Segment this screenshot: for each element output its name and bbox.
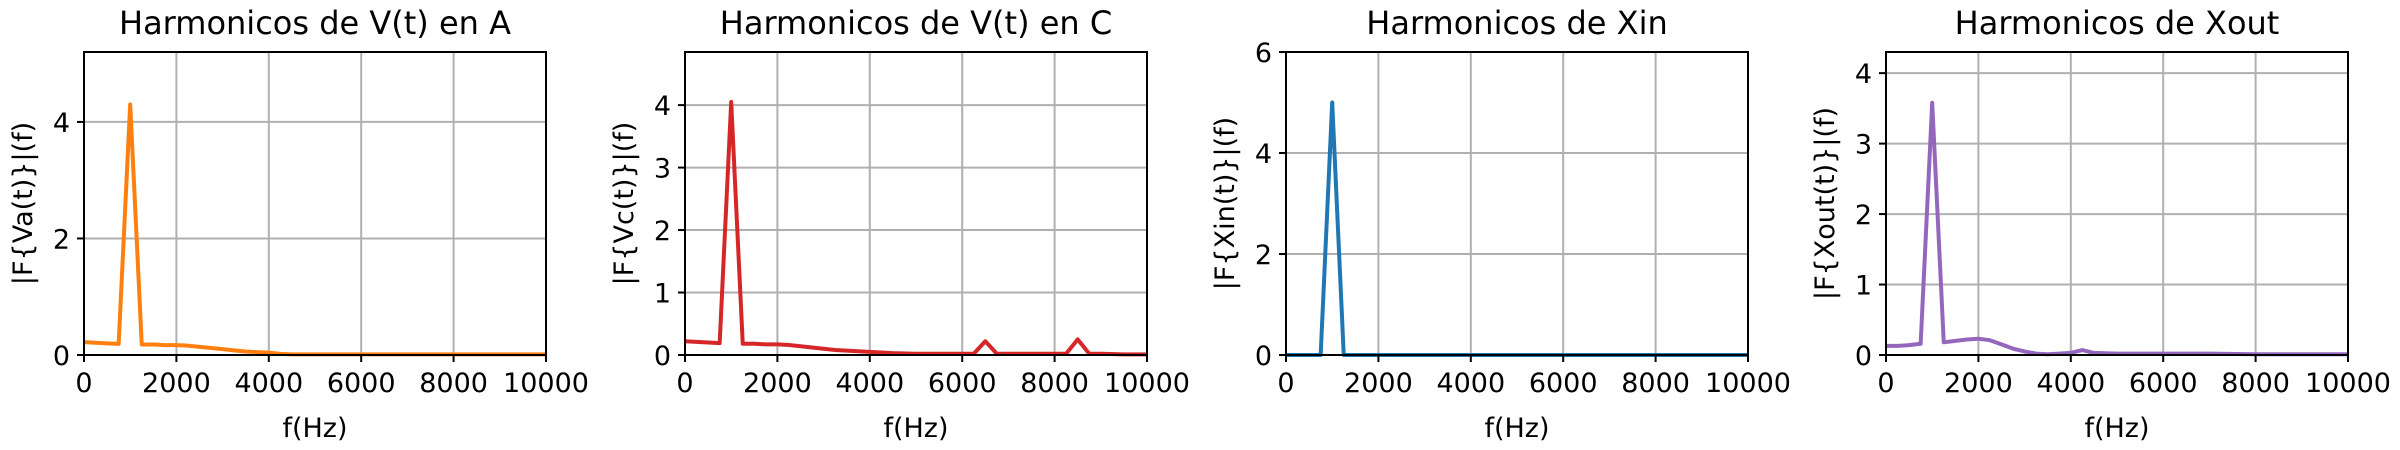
chart-panel-2: 0 2000 4000 6000 8000 10000 0 1 2 3 4 Harmonicos de… — [609, 4, 1190, 444]
chart-panel-1: 0 2000 4000 6000 8000 10000 0 2 4 Harmonicos de V… — [8, 4, 589, 444]
x-tick-label: 10000 — [2305, 368, 2391, 399]
x-tick-label: 4000 — [1436, 368, 1505, 399]
y-tick-label: 0 — [1255, 341, 1272, 372]
x-tick-label: 10000 — [503, 368, 589, 399]
y-axis-label: |F{Xout(t)}|(f) — [1810, 107, 1841, 300]
chart-panel-3: 0 2000 4000 6000 8000 10000 0 2 4 6 Harmonicos de … — [1210, 4, 1791, 444]
y-tick-label: 4 — [654, 91, 671, 122]
x-tick-label: 6000 — [2129, 368, 2198, 399]
x-tick-label: 8000 — [1020, 368, 1089, 399]
plot-frame — [684, 51, 1148, 356]
y-tick-label: 0 — [654, 341, 671, 372]
x-tick-label: 2000 — [743, 368, 812, 399]
x-tick-label: 2000 — [142, 368, 211, 399]
x-axis-label: f(Hz) — [1484, 413, 1549, 444]
y-tick-label: 4 — [1255, 139, 1272, 170]
x-tick-label: 10000 — [1104, 368, 1190, 399]
chart-title: Harmonicos de V(t) en C — [720, 4, 1112, 42]
x-tick-label: 6000 — [928, 368, 997, 399]
y-tick-label: 3 — [1855, 130, 1872, 161]
chart-title: Harmonicos de Xout — [1955, 4, 2280, 42]
y-axis-label: |F{Vc(t)}|(f) — [609, 122, 640, 286]
y-tick-label: 1 — [1855, 271, 1872, 302]
y-tick-label: 4 — [53, 108, 70, 139]
x-axis-label: f(Hz) — [2084, 413, 2149, 444]
series-line-1 — [1286, 100, 1748, 357]
x-tick-label: 4000 — [835, 368, 904, 399]
x-tick-label: 0 — [1277, 368, 1294, 399]
x-tick-label: 0 — [75, 368, 92, 399]
x-tick-label: 10000 — [1705, 368, 1791, 399]
x-axis-label: f(Hz) — [883, 413, 948, 444]
x-tick-label: 8000 — [419, 368, 488, 399]
y-tick-label: 3 — [654, 154, 671, 185]
y-tick-label: 2 — [654, 216, 671, 247]
y-tick-label: 1 — [654, 279, 671, 310]
x-tick-label: 0 — [1877, 368, 1894, 399]
series-line-1 — [684, 99, 1147, 357]
chart-title: Harmonicos de Xin — [1366, 4, 1667, 42]
x-tick-label: 4000 — [2036, 368, 2105, 399]
y-tick-label: 2 — [1855, 200, 1872, 231]
x-axis-label: f(Hz) — [282, 413, 347, 444]
plot-frame — [1285, 51, 1749, 356]
y-tick-label: 0 — [53, 341, 70, 372]
y-tick-label: 2 — [53, 224, 70, 255]
y-tick-label: 2 — [1255, 240, 1272, 271]
x-tick-label: 2000 — [1944, 368, 2013, 399]
series-line-1 — [83, 102, 546, 357]
y-tick-label: 0 — [1855, 341, 1872, 372]
x-tick-label: 4000 — [234, 368, 303, 399]
y-tick-label: 4 — [1855, 59, 1872, 90]
y-axis-label: |F{Va(t)}|(f) — [8, 122, 39, 285]
x-tick-label: 8000 — [1621, 368, 1690, 399]
x-tick-label: 8000 — [2221, 368, 2290, 399]
series-line-1 — [1886, 100, 2348, 357]
x-tick-label: 2000 — [1344, 368, 1413, 399]
x-tick-label: 0 — [676, 368, 693, 399]
x-tick-label: 6000 — [327, 368, 396, 399]
plot-frame — [1885, 51, 2349, 356]
chart-title: Harmonicos de V(t) en A — [119, 4, 511, 42]
chart-panel-4: 0 2000 4000 6000 8000 10000 0 1 2 3 4 Harmonicos de… — [1810, 4, 2391, 444]
y-axis-label: |F{Xin(t)}|(f) — [1210, 117, 1241, 290]
plot-frame — [83, 51, 547, 356]
y-tick-label: 6 — [1255, 38, 1272, 69]
x-tick-label: 6000 — [1529, 368, 1598, 399]
